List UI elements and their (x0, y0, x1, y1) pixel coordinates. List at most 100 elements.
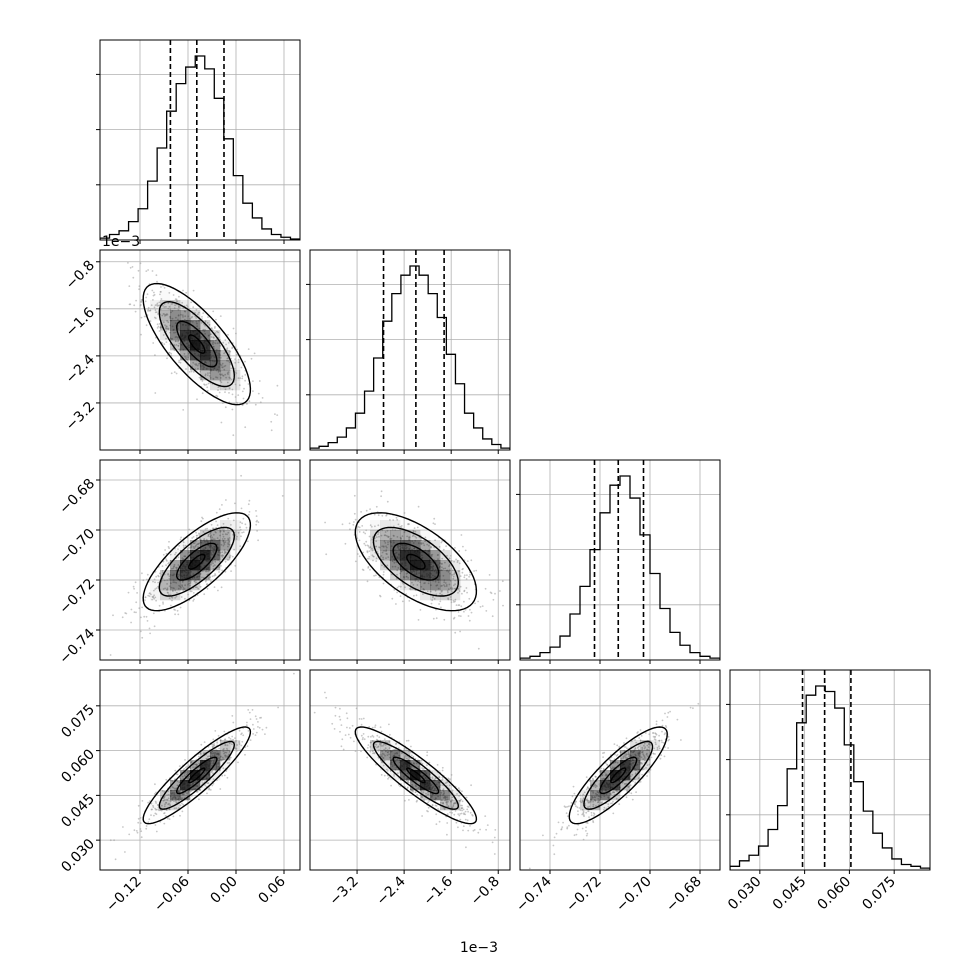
sample-point (206, 527, 209, 530)
sample-point (210, 562, 213, 564)
density-cell (220, 380, 231, 391)
sample-point (166, 579, 169, 581)
sample-point (240, 535, 242, 538)
sample-point (180, 586, 183, 589)
sample-point (223, 748, 225, 750)
sample-point (218, 566, 221, 569)
sample-point (147, 306, 150, 309)
sample-point (176, 300, 178, 303)
sample-point (366, 557, 369, 560)
sample-point (208, 787, 211, 790)
sample-point (393, 775, 395, 777)
sample-point (219, 531, 222, 533)
y-tick-label: −3.2 (63, 399, 98, 434)
density-cell (430, 560, 441, 571)
sample-point (385, 557, 387, 559)
sample-point (224, 551, 227, 554)
density-cell (200, 780, 211, 791)
density-cell (420, 580, 431, 591)
density-cell (230, 530, 241, 541)
sample-point (246, 721, 248, 724)
sample-point (380, 495, 382, 498)
sample-point (161, 304, 164, 307)
sample-point (585, 826, 587, 829)
sample-point (172, 815, 175, 818)
sample-point (399, 595, 402, 597)
sample-point (228, 537, 231, 539)
sample-point (145, 578, 148, 581)
sample-point (437, 581, 440, 584)
sample-point (155, 274, 158, 277)
sample-point (175, 595, 178, 598)
histogram-panel-0 (96, 39, 301, 241)
sample-point (451, 574, 453, 576)
sample-point (162, 553, 165, 556)
axes-frame (729, 669, 931, 871)
density-cell (230, 520, 241, 531)
density-cell (160, 310, 171, 321)
sample-point (464, 810, 467, 813)
sample-point (486, 824, 489, 826)
sample-point (415, 762, 418, 765)
sample-point (397, 567, 400, 569)
sample-point (367, 735, 370, 738)
sample-point (451, 812, 453, 814)
sample-point (127, 591, 130, 594)
sample-point (391, 565, 394, 568)
sample-point (432, 617, 435, 620)
sample-point (235, 747, 238, 750)
sample-point (469, 573, 471, 576)
sample-point (313, 711, 316, 714)
sample-point (447, 588, 450, 591)
sample-point (381, 551, 384, 554)
sample-point (189, 318, 192, 320)
sample-point (166, 320, 169, 322)
sample-point (216, 537, 219, 539)
sample-point (405, 575, 408, 578)
sample-point (166, 798, 169, 801)
sample-point (165, 552, 168, 555)
sample-point (450, 799, 453, 801)
density-cell (170, 550, 181, 561)
sample-point (247, 503, 250, 506)
sample-point (444, 582, 447, 584)
sample-point (183, 546, 185, 549)
sample-point (465, 587, 468, 589)
sample-point (173, 563, 176, 566)
sample-point (135, 611, 137, 614)
density-cell (160, 800, 171, 811)
density-cell (380, 530, 391, 541)
sample-point (220, 421, 223, 424)
sample-point (403, 512, 406, 514)
sample-point (168, 540, 170, 543)
sample-point (485, 610, 488, 612)
sample-point (207, 382, 210, 385)
sample-point (395, 603, 397, 605)
sample-point (140, 316, 143, 319)
sample-point (447, 570, 450, 573)
density-cell (420, 550, 431, 561)
sample-point (461, 809, 463, 812)
sample-point (176, 780, 179, 783)
sample-point (276, 414, 279, 416)
sample-point (175, 336, 178, 338)
sample-point (128, 285, 131, 287)
sample-point (363, 738, 366, 741)
sample-point (183, 310, 186, 313)
sample-point (169, 553, 172, 556)
sample-point (153, 594, 156, 597)
sample-point (458, 570, 460, 573)
sample-point (162, 334, 165, 336)
sample-point (197, 363, 200, 365)
density-cell (200, 320, 211, 331)
density-cell (200, 330, 211, 341)
sample-point (142, 579, 145, 582)
sample-point (178, 342, 181, 345)
sample-point (573, 792, 576, 795)
density-cell (200, 340, 211, 351)
sample-point (114, 858, 117, 861)
density-cell (180, 310, 191, 321)
sample-point (463, 576, 466, 579)
sample-point (167, 797, 170, 800)
sample-point (382, 556, 384, 559)
